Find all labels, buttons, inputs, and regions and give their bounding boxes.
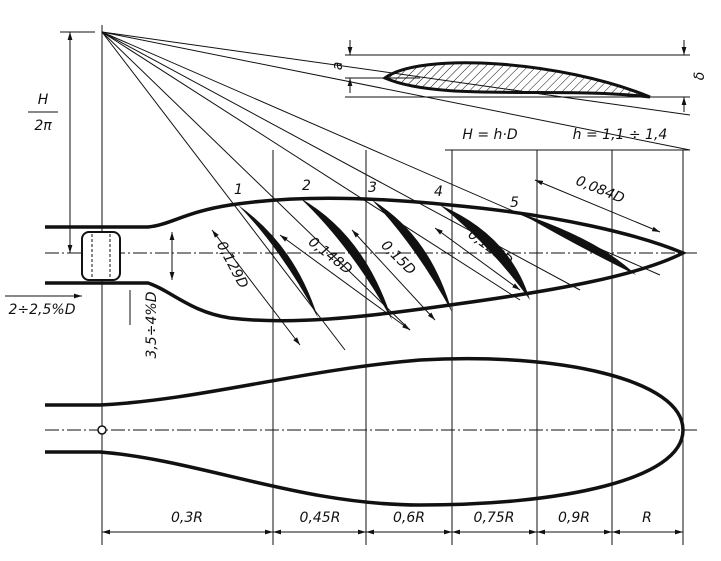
pitch-denominator: 2π bbox=[34, 118, 52, 134]
station-label: 0,9R bbox=[558, 510, 590, 526]
profile-label: a bbox=[330, 62, 346, 71]
chord-label: 0,125D bbox=[465, 227, 516, 270]
section-number: 5 bbox=[510, 195, 519, 211]
chord-dimensions bbox=[211, 179, 661, 346]
station-label: 0,6R bbox=[393, 510, 425, 526]
station-label: 0,45R bbox=[300, 510, 341, 526]
station-label: R bbox=[642, 510, 652, 526]
pitch-formula: H = h·D bbox=[462, 127, 517, 143]
section-number: 4 bbox=[434, 184, 443, 200]
profile bbox=[345, 40, 690, 151]
section-number: 2 bbox=[302, 178, 311, 194]
construction-lines bbox=[28, 25, 691, 545]
station-label: 0,3R bbox=[171, 510, 203, 526]
ratio-formula: h = 1,1 ÷ 1,4 bbox=[573, 127, 668, 143]
pitch-numerator: H bbox=[38, 92, 49, 108]
upper-blade bbox=[5, 196, 700, 325]
chord-label: 0,129D bbox=[213, 239, 251, 292]
sections bbox=[238, 198, 636, 320]
section-number: 3 bbox=[368, 180, 377, 196]
section-number: 1 bbox=[234, 182, 243, 198]
lower-blade bbox=[45, 356, 700, 507]
hub-thickness: 3,5÷4%D bbox=[144, 291, 160, 358]
hub-gap: 2÷2,5%D bbox=[9, 302, 76, 318]
station-label: 0,75R bbox=[474, 510, 515, 526]
chord-label: 0,084D bbox=[573, 173, 626, 207]
profile-label: δ bbox=[692, 72, 708, 81]
